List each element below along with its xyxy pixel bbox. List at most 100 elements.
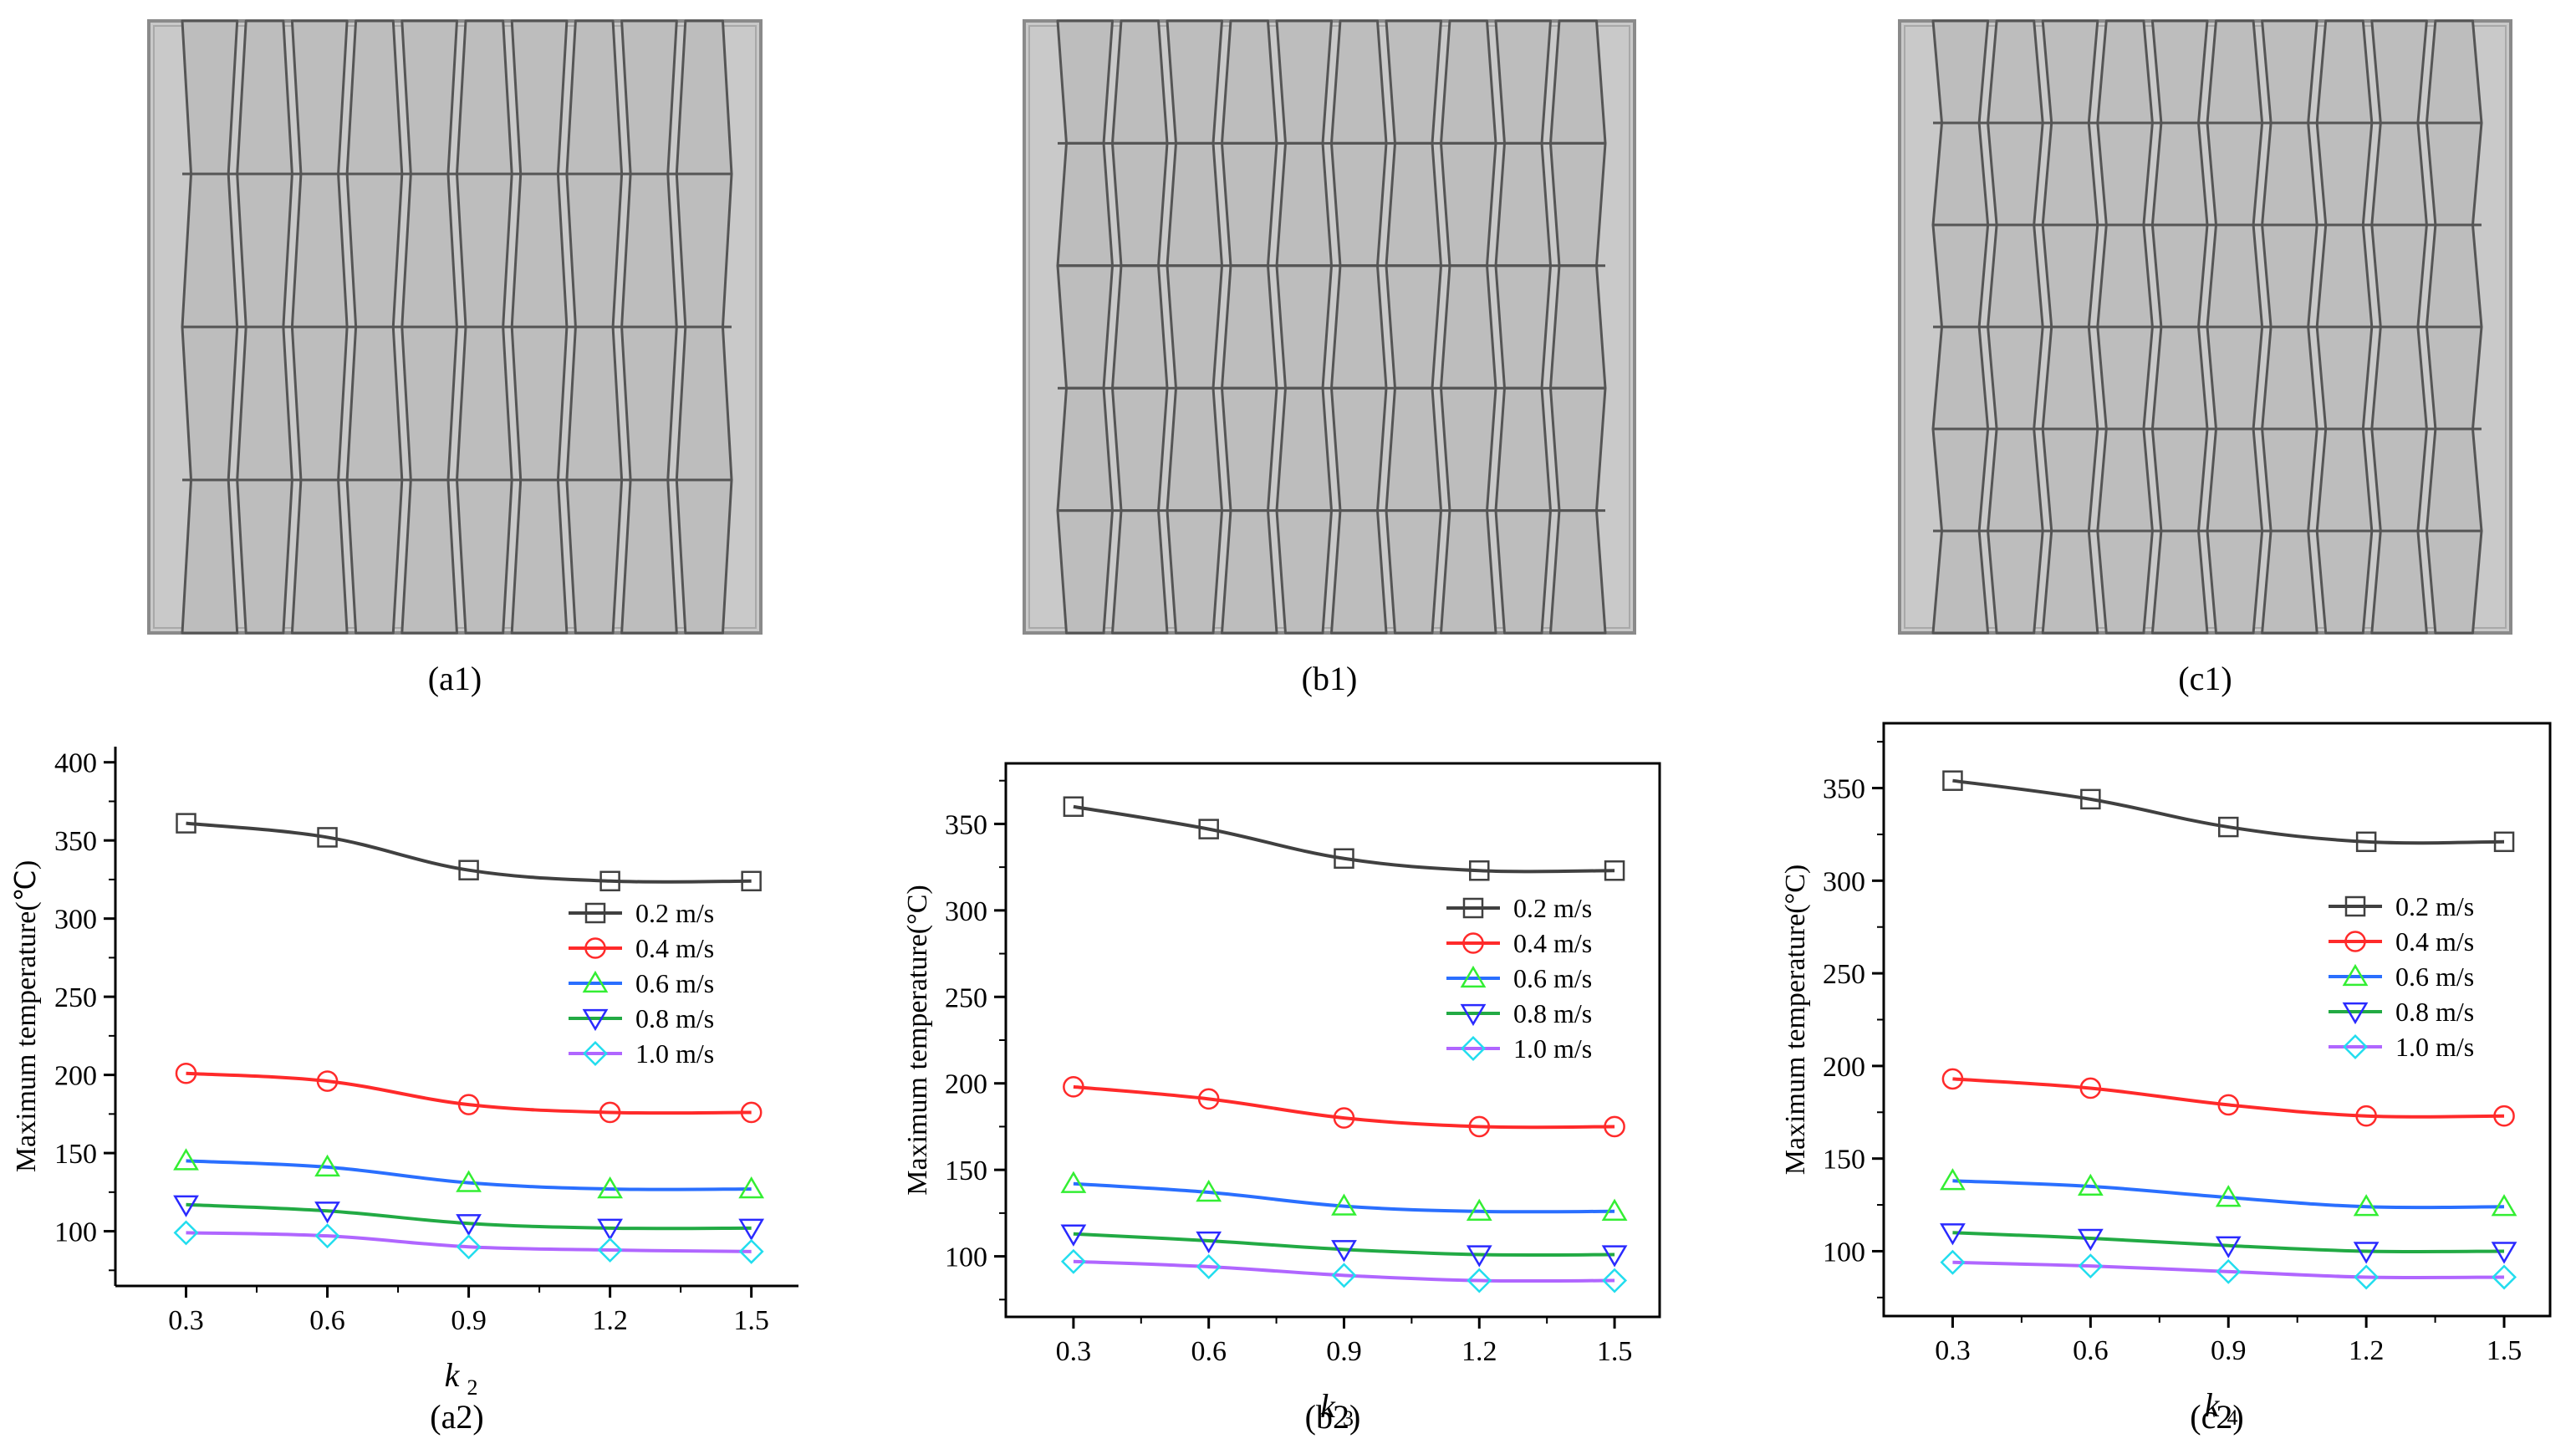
fin-cell xyxy=(2370,427,2428,533)
marker-circle xyxy=(1604,1115,1625,1138)
fin-cell xyxy=(400,325,458,482)
marker-circle xyxy=(1941,1068,1964,1090)
marker-triangle-up xyxy=(597,1176,624,1199)
series-line xyxy=(1073,1232,1615,1258)
marker-circle xyxy=(740,1101,763,1124)
fin-cell xyxy=(181,478,239,635)
fin-cell xyxy=(675,172,733,329)
y-axis-label: Maximum temperature(°C) xyxy=(1780,865,1811,1175)
fin-cell xyxy=(1931,223,1990,329)
fin-cell xyxy=(620,172,678,329)
marker-triangle-down xyxy=(1060,1224,1087,1247)
fin-cell xyxy=(1111,264,1169,390)
fin-cell xyxy=(1330,141,1388,268)
y-tick-label: 400 xyxy=(54,748,97,779)
fin-cell xyxy=(1549,264,1607,390)
fin-cell xyxy=(1931,529,1990,635)
fin-cell xyxy=(1440,19,1497,145)
fin-cell xyxy=(2425,427,2483,533)
fin-cell xyxy=(290,478,349,635)
plate-diagrams: (a1) (b1) (c1) xyxy=(147,19,2512,697)
series-0-8-m-s xyxy=(173,1195,765,1241)
legend: 0.2 m/s 0.4 m/s 0.6 m/s 0.8 m/s 1.0 m/s xyxy=(2329,891,2474,1062)
fin-cell xyxy=(675,19,733,176)
fin-cell xyxy=(1275,386,1333,513)
x-tick-label: 0.9 xyxy=(1326,1336,1362,1367)
fin-cell xyxy=(2315,223,2374,329)
marker-circle xyxy=(2079,1077,2102,1099)
series-0-8-m-s xyxy=(1060,1224,1628,1268)
x-axis-label-subscript: 3 xyxy=(1343,1406,1354,1431)
legend-label: 1.0 m/s xyxy=(2395,1032,2474,1062)
fin-cell xyxy=(456,19,513,176)
chart-3: 100 150 200 250 300 350 0.3 0.6 0.9 1.2 1.5 k 4 Maxim… xyxy=(1780,722,2552,1436)
fin-cell xyxy=(2150,325,2209,431)
fin-cell xyxy=(1549,386,1607,513)
fin-cell xyxy=(2041,325,2099,431)
fin-cell xyxy=(1166,509,1223,635)
fin-cell xyxy=(1275,141,1333,268)
fin-cell xyxy=(2370,529,2428,635)
fin-cell xyxy=(2425,529,2483,635)
fin-cell xyxy=(400,172,458,329)
fin-cell xyxy=(1221,19,1278,145)
marker-diamond xyxy=(597,1237,623,1263)
fin-cell xyxy=(400,478,458,635)
diagram-caption: (c1) xyxy=(2178,660,2232,697)
marker-triangle-up xyxy=(1601,1198,1628,1221)
fin-cell xyxy=(2206,223,2264,329)
fin-cell xyxy=(1931,19,1990,125)
fin-cell xyxy=(1056,386,1114,513)
series-0-2-m-s xyxy=(1063,796,1625,881)
fin-cell xyxy=(2315,529,2374,635)
fin-cell xyxy=(2370,325,2428,431)
fin-cell xyxy=(1221,509,1278,635)
y-tick-label: 150 xyxy=(54,1139,97,1170)
marker-triangle-up xyxy=(1060,1171,1087,1193)
fin-cell xyxy=(1166,141,1223,268)
marker-circle xyxy=(2493,1105,2515,1127)
marker-circle xyxy=(457,1094,480,1115)
marker-triangle-down xyxy=(1601,1245,1628,1268)
series-0-6-m-s xyxy=(173,1148,765,1199)
series-0-8-m-s xyxy=(1940,1223,2517,1264)
fin-cell xyxy=(565,478,624,635)
fin-cell xyxy=(1987,529,2044,635)
marker-square xyxy=(1469,860,1490,881)
fin-cell xyxy=(1931,121,1990,227)
fin-cell xyxy=(2315,121,2374,227)
series-line xyxy=(1073,1259,1615,1283)
marker-diamond xyxy=(1467,1268,1492,1293)
marker-triangle-up xyxy=(1460,965,1487,988)
series-line xyxy=(1073,1084,1615,1130)
fin-cell xyxy=(2261,529,2318,635)
marker-triangle-down xyxy=(2215,1236,2242,1258)
fin-cell xyxy=(2261,427,2318,533)
fin-cell xyxy=(2206,19,2264,125)
fin-cell xyxy=(1931,325,1990,431)
marker-circle xyxy=(2344,931,2366,952)
fin-cell xyxy=(345,172,404,329)
legend-label: 0.4 m/s xyxy=(1513,928,1592,958)
x-tick-label: 1.5 xyxy=(733,1305,769,1336)
series-0-6-m-s xyxy=(1940,1168,2517,1217)
marker-square xyxy=(458,860,479,880)
y-tick-label: 300 xyxy=(1823,866,1865,897)
legend-label: 0.2 m/s xyxy=(1513,893,1592,923)
marker-triangle-up xyxy=(582,970,609,993)
chart-caption: (b2) xyxy=(1305,1398,1361,1436)
fin-cell xyxy=(2041,223,2099,329)
fin-cell xyxy=(1275,509,1333,635)
marker-circle xyxy=(1462,932,1484,954)
fin-cell xyxy=(1221,386,1278,513)
fin-cell xyxy=(1166,264,1223,390)
fin-cell xyxy=(1330,264,1388,390)
x-tick-label: 0.3 xyxy=(168,1305,204,1336)
fin-cell xyxy=(1111,386,1169,513)
fin-cell xyxy=(565,325,624,482)
fin-cell xyxy=(345,19,404,176)
fin-cell xyxy=(1166,386,1223,513)
fin-cell xyxy=(2150,121,2209,227)
fin-cell xyxy=(1385,264,1442,390)
